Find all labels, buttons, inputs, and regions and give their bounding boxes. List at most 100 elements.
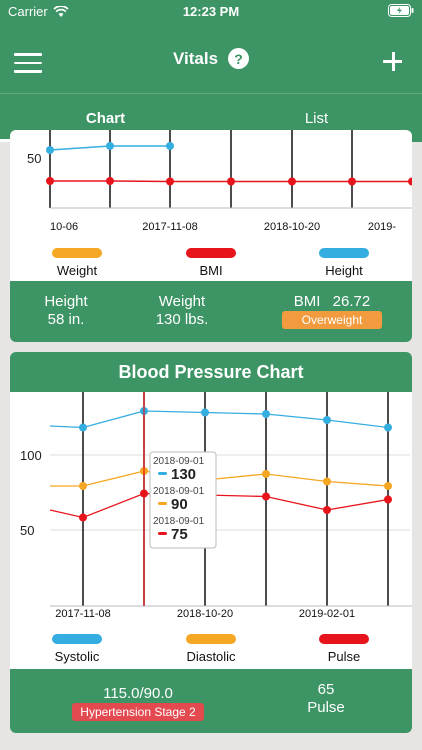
- app-header: Carrier 12:23 PM Vitals ? Chart List: [0, 0, 422, 142]
- data-point-diastolic: [262, 470, 270, 478]
- data-point-bmi: [227, 177, 235, 186]
- legend-swatch: [186, 248, 236, 258]
- pulse-value: 65: [317, 681, 335, 698]
- x-tick-label: 2018-10-20: [264, 221, 320, 233]
- bp-chart-title: Blood Pressure Chart: [10, 352, 412, 392]
- data-point-bmi: [408, 177, 412, 186]
- data-point-pulse: [384, 495, 392, 504]
- series-line-diastolic: [50, 470, 389, 487]
- y-tick-label: 100: [20, 448, 42, 463]
- tooltip-date: 2018-09-01: [153, 516, 205, 527]
- legend-label: Weight: [56, 263, 98, 278]
- body-summary-footer: Height 58 in. Weight 130 lbs. BMI 26.72 …: [10, 281, 412, 342]
- series-line-pulse: [49, 492, 389, 519]
- data-point-bmi: [348, 177, 356, 186]
- legend-swatch: [319, 634, 369, 644]
- tooltip-swatch: [158, 532, 167, 535]
- data-point-pulse: [262, 492, 270, 501]
- tooltip-box: [149, 451, 217, 549]
- data-point-diastolic: [323, 477, 331, 486]
- legend-swatch: [186, 634, 236, 644]
- x-tick-label: 2017-11-08: [142, 221, 197, 233]
- body-chart-legend: Weight BMI Height: [10, 248, 412, 282]
- tooltip-swatch: [158, 472, 167, 475]
- tab-chart[interactable]: Chart: [85, 109, 126, 127]
- nav-title-group: Vitals ?: [0, 48, 422, 69]
- legend-label: Height: [325, 263, 363, 278]
- menu-button[interactable]: [14, 53, 42, 75]
- x-tick-label: 2019-: [368, 221, 396, 233]
- data-point-systolic: [201, 408, 209, 417]
- tab-list[interactable]: List: [304, 109, 329, 127]
- legend-label: Diastolic: [186, 649, 236, 664]
- blood-pressure-card: Blood Pressure Chart 100 50 2017-11-08 2018…: [10, 352, 412, 733]
- legend-label: Systolic: [54, 649, 100, 664]
- tooltip-value: 130: [171, 466, 196, 483]
- bmi-row: BMI 26.72: [272, 293, 392, 311]
- status-bar: Carrier 12:23 PM: [0, 0, 422, 22]
- data-point-diastolic: [79, 482, 87, 490]
- tooltip-date: 2018-09-01: [153, 456, 205, 467]
- height-value: 58 in.: [47, 311, 85, 328]
- pulse-label: Pulse: [307, 699, 345, 716]
- carrier-indicator: Carrier: [8, 4, 69, 19]
- legend-item-weight[interactable]: Weight: [27, 248, 127, 280]
- legend-label: Pulse: [327, 649, 361, 664]
- help-icon[interactable]: ?: [228, 48, 250, 69]
- header-divider: [0, 93, 422, 94]
- bp-summary-footer: 115.0/90.0 Hypertension Stage 2 65 Pulse: [10, 669, 412, 733]
- legend-item-pulse[interactable]: Pulse: [294, 634, 394, 666]
- body-chart[interactable]: 50 10-06 2017-11-08 2018-10-20 2019-: [10, 130, 412, 242]
- height-stat: Height 58 in.: [18, 293, 114, 329]
- battery-icon: [388, 4, 414, 20]
- data-point-systolic: [384, 423, 392, 432]
- bp-value: 115.0/90.0: [103, 685, 173, 702]
- tooltip-swatch: [158, 502, 167, 505]
- legend-item-bmi[interactable]: BMI: [161, 248, 261, 280]
- legend-swatch: [52, 634, 102, 644]
- tooltip-value: 90: [171, 496, 188, 513]
- hamburger-icon: [14, 53, 42, 56]
- add-button[interactable]: [382, 50, 404, 72]
- page-title: Vitals: [172, 48, 219, 68]
- x-tick-label: 2017-11-08: [55, 608, 110, 620]
- bmi-label: BMI: [293, 293, 321, 310]
- data-point-bmi: [46, 177, 54, 185]
- legend-item-systolic[interactable]: Systolic: [27, 634, 127, 666]
- data-point-height: [46, 146, 54, 154]
- data-point-diastolic: [384, 482, 392, 490]
- data-point-bmi: [106, 177, 114, 185]
- x-tick-label: 2018-10-20: [177, 608, 233, 620]
- body-chart-card: 50 10-06 2017-11-08 2018-10-20 2019- Weight …: [10, 130, 412, 342]
- wifi-icon: [53, 5, 69, 17]
- y-tick-label: 50: [20, 523, 34, 538]
- bmi-stat: BMI 26.72 Overweight: [272, 293, 392, 329]
- bp-chart[interactable]: 100 50 2017-11-08 2018-10-20 2019-02-01 2018-…: [10, 392, 412, 624]
- tooltip-value: 75: [171, 526, 188, 543]
- legend-item-height[interactable]: Height: [294, 248, 394, 280]
- legend-label: BMI: [199, 263, 223, 278]
- tooltip-date: 2018-09-01: [153, 486, 205, 497]
- carrier-label: Carrier: [8, 4, 48, 19]
- bp-status-badge: Hypertension Stage 2: [72, 703, 204, 721]
- bp-reading-stat: 115.0/90.0 Hypertension Stage 2: [68, 685, 208, 721]
- data-point-bmi: [288, 177, 296, 186]
- data-point-systolic: [79, 423, 87, 432]
- data-point-systolic: [323, 416, 331, 424]
- weight-stat: Weight 130 lbs.: [134, 293, 230, 329]
- y-tick-label: 50: [27, 151, 41, 166]
- bmi-status-badge: Overweight: [282, 311, 382, 329]
- legend-item-diastolic[interactable]: Diastolic: [161, 634, 261, 666]
- legend-swatch: [319, 248, 369, 258]
- data-point-pulse: [323, 506, 331, 514]
- weight-label: Weight: [158, 293, 206, 310]
- bp-chart-legend: Systolic Diastolic Pulse: [10, 634, 412, 668]
- x-tick-label: 10-06: [50, 221, 78, 233]
- pulse-stat: 65 Pulse: [276, 681, 376, 717]
- series-line-systolic: [49, 410, 389, 429]
- data-point-height: [106, 142, 114, 150]
- height-label: Height: [44, 293, 88, 310]
- data-point-systolic: [262, 410, 270, 418]
- weight-value: 130 lbs.: [155, 311, 209, 328]
